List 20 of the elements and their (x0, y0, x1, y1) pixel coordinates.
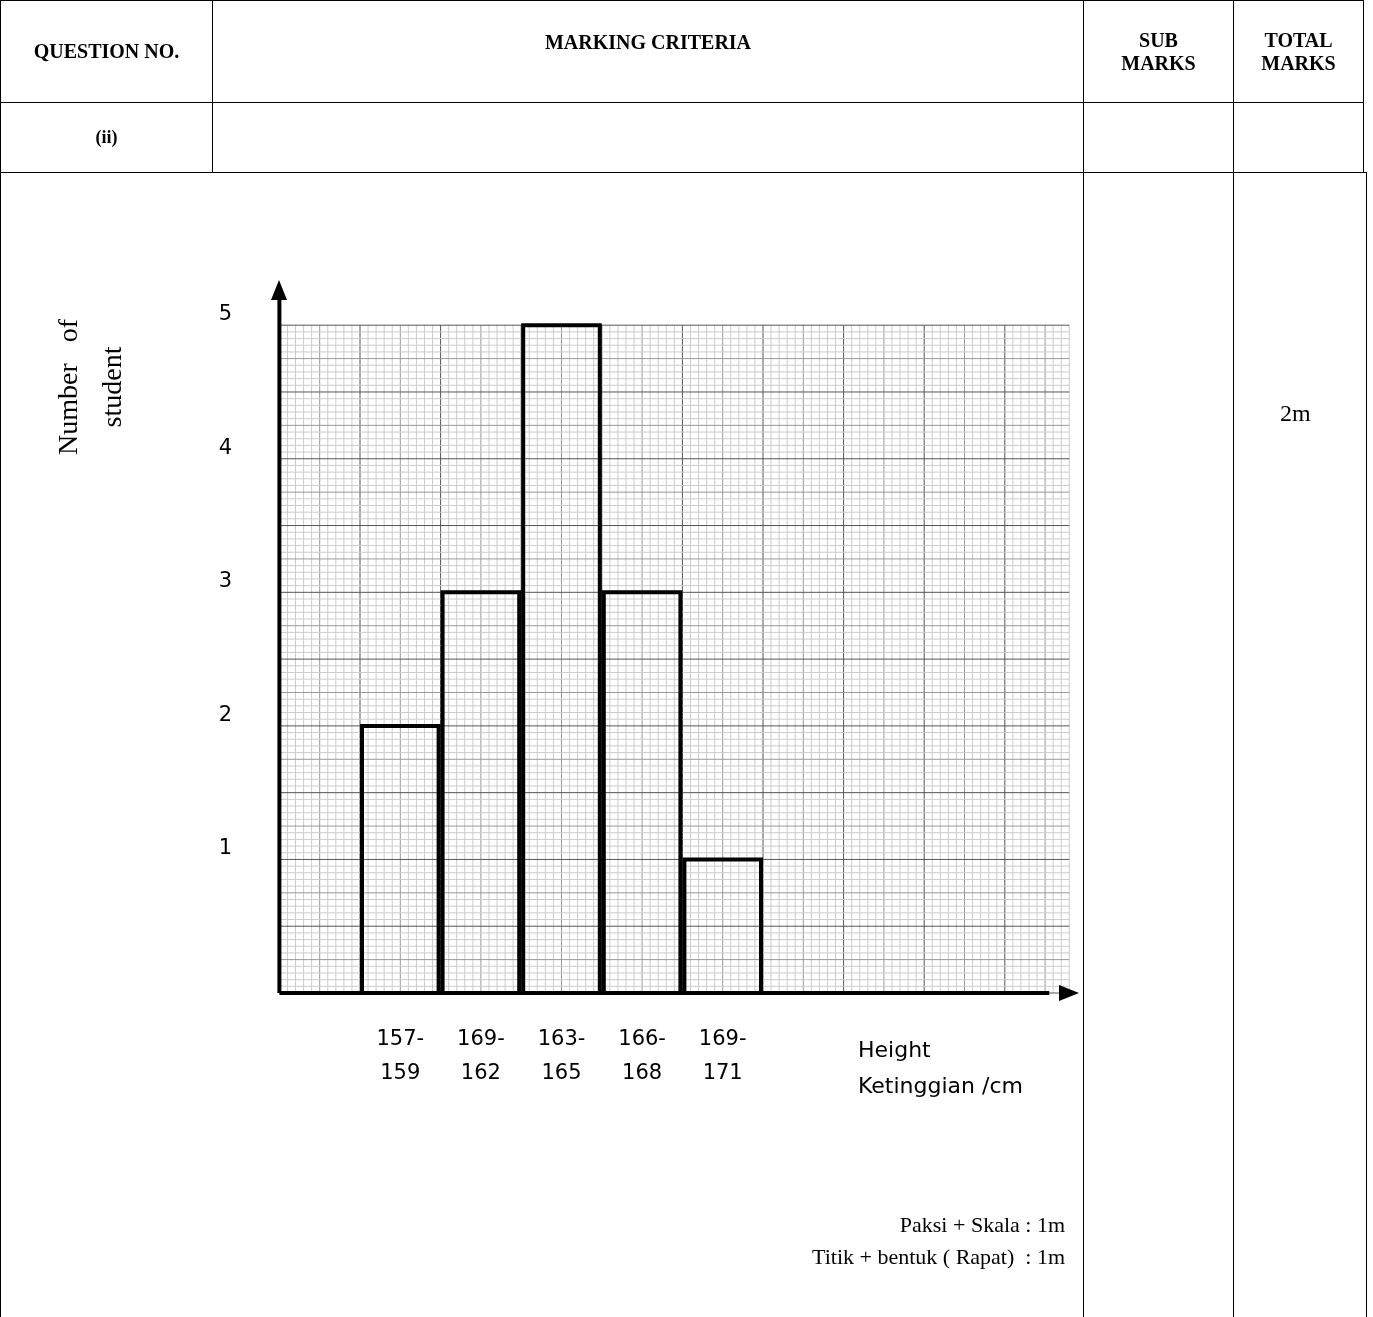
x-tick-label: 163- 165 (537, 1026, 586, 1084)
text: Titik + bentuk ( Rapat) : 1m (812, 1244, 1065, 1270)
y-tick-label: 5 (218, 301, 232, 326)
x-tick-label: 166- 168 (618, 1026, 666, 1084)
text: 2m (1280, 400, 1311, 427)
text: Paksi + Skala : 1m (899, 1212, 1065, 1238)
y-tick-label: 4 (218, 434, 232, 459)
x-tick-label: 169- 162 (457, 1026, 505, 1084)
text: TOTAL MARKS (1233, 0, 1364, 103)
text: QUESTION NO. (0, 0, 213, 103)
x-tick-label: 169- 171 (698, 1026, 747, 1084)
text: Number of student (52, 318, 128, 456)
y-tick-label: 2 (218, 701, 232, 726)
text: (ii) (0, 102, 213, 173)
x-tick-label: 157- 159 (376, 1026, 425, 1084)
text: MARKING CRITERIA (212, 0, 1084, 103)
x-axis-title: Height Ketinggian /cm (858, 1036, 1023, 1098)
y-tick-label: 3 (218, 568, 232, 593)
text: SUB MARKS (1083, 0, 1234, 103)
y-tick-label: 1 (218, 835, 232, 860)
